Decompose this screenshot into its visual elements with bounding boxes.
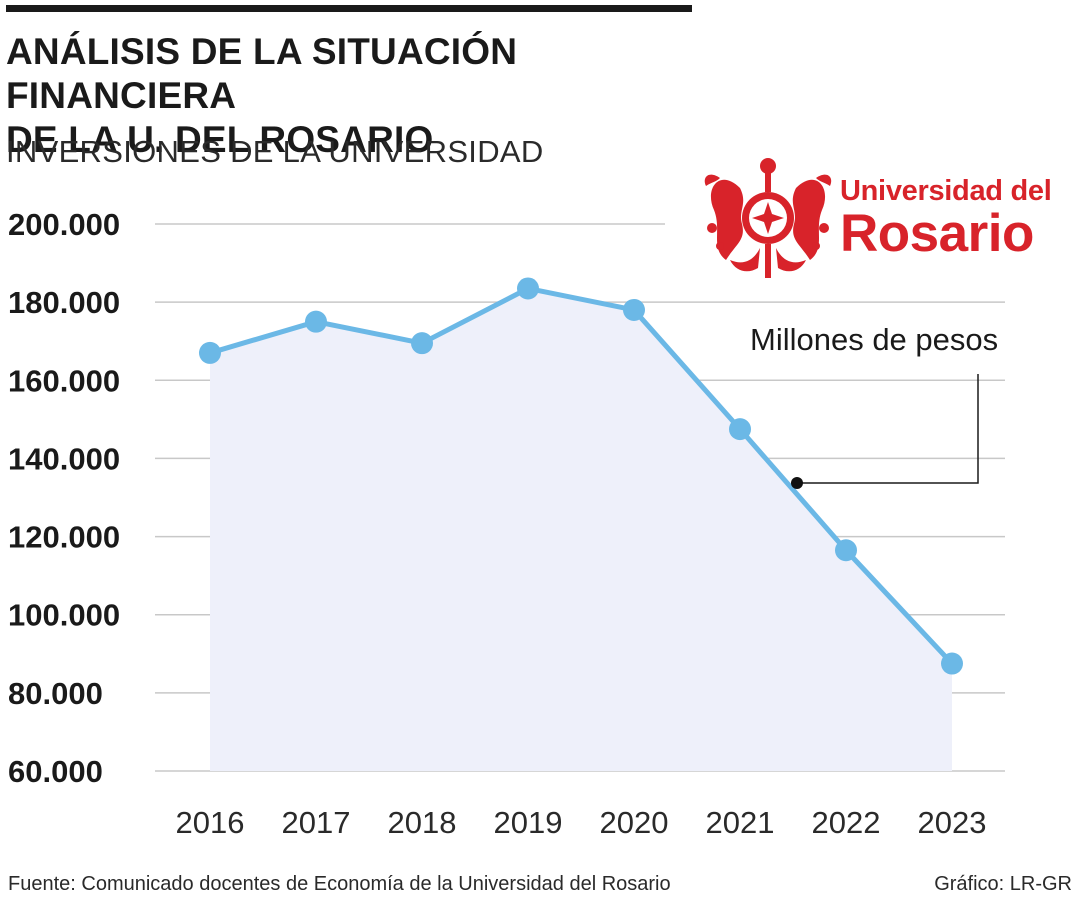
x-tick-label: 2017 bbox=[282, 805, 351, 840]
y-tick-label: 60.000 bbox=[8, 754, 103, 789]
data-point bbox=[199, 341, 221, 364]
chart-subtitle: INVERSIONES DE LA UNIVERSIDAD bbox=[6, 134, 544, 169]
data-point bbox=[835, 539, 857, 562]
y-tick-label: 180.000 bbox=[8, 285, 120, 320]
y-axis-ticks: 200.000 180.000 160.000 140.000 120.000 100.0… bbox=[8, 207, 120, 789]
title-line-2: DE LA U. DEL ROSARIO bbox=[6, 119, 434, 160]
x-tick-label: 2021 bbox=[706, 805, 775, 840]
logo-text-line-1: Universidad del bbox=[840, 175, 1052, 207]
data-point bbox=[517, 277, 539, 300]
x-tick-label: 2019 bbox=[494, 805, 563, 840]
y-tick-label: 100.000 bbox=[8, 598, 120, 633]
y-tick-label: 200.000 bbox=[8, 207, 120, 242]
x-axis-ticks: 2016 2017 2018 2019 2020 2021 2022 2023 bbox=[176, 805, 987, 840]
x-tick-label: 2020 bbox=[600, 805, 669, 840]
unit-annotation-leader bbox=[791, 374, 979, 489]
top-rule bbox=[6, 5, 692, 12]
chart-title: ANÁLISIS DE LA SITUACIÓN FINANCIERA DE L… bbox=[6, 30, 706, 162]
data-point bbox=[305, 310, 327, 333]
data-point bbox=[729, 418, 751, 441]
y-tick-label: 160.000 bbox=[8, 363, 120, 398]
data-points bbox=[199, 277, 963, 675]
x-tick-label: 2023 bbox=[918, 805, 987, 840]
source-note: Fuente: Comunicado docentes de Economía … bbox=[8, 873, 671, 895]
y-tick-label: 120.000 bbox=[8, 520, 120, 555]
y-tick-label: 140.000 bbox=[8, 441, 120, 476]
x-tick-label: 2018 bbox=[388, 805, 457, 840]
area-fill bbox=[210, 288, 952, 771]
unit-label: Millones de pesos bbox=[750, 322, 999, 357]
y-tick-label: 80.000 bbox=[8, 676, 103, 711]
x-tick-label: 2022 bbox=[812, 805, 881, 840]
title-line-1: ANÁLISIS DE LA SITUACIÓN FINANCIERA bbox=[6, 31, 518, 116]
x-tick-label: 2016 bbox=[176, 805, 245, 840]
data-point bbox=[411, 332, 433, 355]
data-point bbox=[941, 652, 963, 675]
credit-note: Gráfico: LR-GR bbox=[934, 873, 1072, 895]
data-point bbox=[623, 298, 645, 321]
university-seal-icon bbox=[704, 158, 832, 278]
series-line bbox=[207, 285, 955, 667]
logo-text-line-2: Rosario bbox=[840, 204, 1034, 263]
